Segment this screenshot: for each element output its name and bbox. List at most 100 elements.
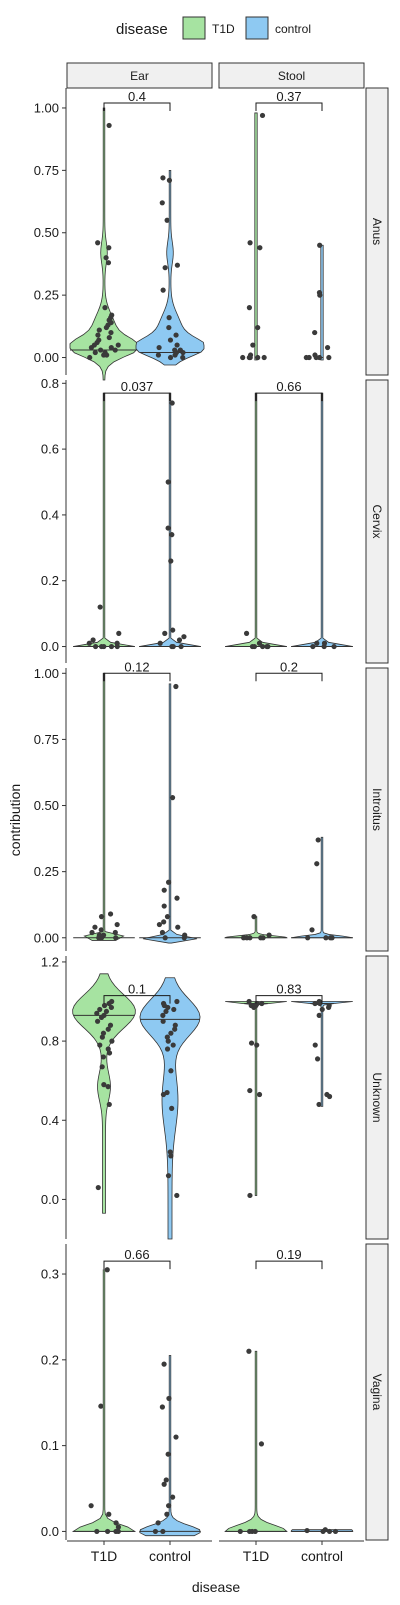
y-tick-label-anus-1: 0.25 xyxy=(34,288,59,303)
point-anus-ear-control-9 xyxy=(173,332,179,338)
row-strip-label-cervix: Cervix xyxy=(370,504,384,538)
point-anus-ear-control-18 xyxy=(155,352,162,358)
point-introitus-ear-t1d-9 xyxy=(113,935,119,941)
point-unknown-ear-control-6 xyxy=(160,1012,166,1018)
bracket-anus-stool xyxy=(255,102,323,111)
bracket-cervix-stool xyxy=(255,392,323,402)
point-introitus-stool-t1d-1 xyxy=(266,932,272,938)
point-vagina-ear-t1d-1 xyxy=(98,1403,104,1409)
column-strips: Ear Stool xyxy=(66,62,365,89)
legend-swatch-t1d xyxy=(182,16,206,40)
violin-introitus-ear-control xyxy=(142,683,198,944)
point-introitus-ear-t1d-5 xyxy=(112,929,118,936)
point-unknown-ear-t1d-11 xyxy=(105,1026,111,1032)
point-cervix-ear-t1d-9 xyxy=(98,643,105,650)
point-unknown-ear-control-0 xyxy=(174,998,180,1005)
point-vagina-ear-control-2 xyxy=(159,1404,165,1410)
point-anus-stool-t1d-0 xyxy=(259,112,266,119)
y-tick-label-cervix-0: 0.0 xyxy=(41,639,59,654)
violin-unknown-stool-t1d xyxy=(225,1001,287,1196)
point-introitus-ear-control-8 xyxy=(156,921,162,928)
point-cervix-ear-control-7 xyxy=(181,634,187,640)
point-anus-ear-t1d-20 xyxy=(108,344,114,351)
point-unknown-ear-t1d-1 xyxy=(106,1000,112,1007)
point-vagina-ear-control-10 xyxy=(155,1520,161,1526)
point-unknown-stool-t1d-9 xyxy=(256,1091,263,1098)
point-anus-ear-t1d-1 xyxy=(95,240,101,246)
point-cervix-ear-control-11 xyxy=(169,643,175,650)
violin-anus-stool-t1d xyxy=(254,112,258,361)
violin-introitus-stool-t1d xyxy=(223,916,289,939)
panel-cervix-stool: 0.66 xyxy=(225,379,353,650)
point-unknown-stool-t1d-8 xyxy=(247,1087,253,1094)
facet-row-anus: 0.00 0.25 0.50 0.75 1.00 Anus 0.4 0.37 xyxy=(34,87,389,381)
p-value-vagina-ear: 0.66 xyxy=(124,1247,149,1262)
point-anus-stool-control-7 xyxy=(326,354,332,361)
point-unknown-stool-control-6 xyxy=(316,1012,322,1018)
panel-vagina-ear: 0.66 xyxy=(71,1247,201,1537)
point-introitus-stool-t1d-5 xyxy=(258,935,264,941)
point-introitus-stool-control-2 xyxy=(309,927,315,933)
point-unknown-ear-t1d-2 xyxy=(101,1002,108,1009)
row-strip-unknown xyxy=(365,955,389,1240)
point-vagina-stool-control-3 xyxy=(326,1528,333,1535)
point-vagina-ear-control-11 xyxy=(160,1528,166,1535)
point-anus-ear-control-3 xyxy=(164,217,170,223)
violin-cervix-stool-t1d xyxy=(225,392,287,647)
point-unknown-stool-t1d-2 xyxy=(259,1000,265,1007)
p-value-unknown-stool: 0.83 xyxy=(276,982,301,997)
legend-label-t1d: T1D xyxy=(212,22,235,36)
point-unknown-stool-control-2 xyxy=(312,1000,318,1007)
facet-row-vagina: 0.0 0.1 0.2 0.3 Vagina 0.66 0.19 xyxy=(41,1243,389,1541)
point-introitus-stool-control-6 xyxy=(327,935,334,941)
point-anus-ear-control-6 xyxy=(160,287,166,293)
violin-unknown-stool-control xyxy=(291,1001,353,1107)
legend: disease T1D control xyxy=(116,16,311,40)
point-vagina-ear-control-6 xyxy=(161,1481,167,1487)
panel-introitus-stool: 0.2 xyxy=(223,659,353,941)
point-cervix-ear-t1d-4 xyxy=(86,640,92,646)
row-strip-label-introitus: Introitus xyxy=(370,788,384,831)
point-unknown-ear-t1d-10 xyxy=(107,1022,114,1028)
point-vagina-ear-control-12 xyxy=(152,1528,159,1535)
point-vagina-ear-control-0 xyxy=(161,1361,167,1367)
y-tick-label-vagina-1: 0.1 xyxy=(41,1438,59,1453)
point-vagina-stool-t1d-5 xyxy=(252,1528,258,1535)
point-cervix-stool-control-4 xyxy=(321,643,327,650)
bracket-unknown-ear xyxy=(103,995,171,1004)
point-introitus-ear-t1d-2 xyxy=(114,921,120,928)
point-vagina-stool-t1d-2 xyxy=(237,1528,243,1535)
point-cervix-stool-t1d-5 xyxy=(260,643,266,650)
y-tick-label-introitus-0: 0.00 xyxy=(34,930,59,945)
panel-anus-ear: 0.4 xyxy=(69,89,205,381)
point-anus-ear-t1d-5 xyxy=(102,305,108,311)
y-tick-label-unknown-0: 0.0 xyxy=(41,1192,59,1207)
point-cervix-stool-t1d-0 xyxy=(243,630,250,636)
y-tick-label-anus-0: 0.00 xyxy=(34,350,59,365)
violin-introitus-ear-t1d xyxy=(83,672,125,941)
point-unknown-ear-t1d-5 xyxy=(103,1008,110,1015)
point-vagina-stool-t1d-0 xyxy=(246,1348,252,1354)
point-unknown-ear-t1d-4 xyxy=(97,1006,103,1013)
point-anus-stool-t1d-9 xyxy=(255,354,261,361)
x-axis-title: disease xyxy=(192,1579,240,1595)
point-cervix-ear-control-3 xyxy=(169,532,175,538)
point-unknown-ear-control-11 xyxy=(164,1034,170,1040)
point-anus-stool-t1d-5 xyxy=(250,342,256,348)
y-tick-label-unknown-1: 0.4 xyxy=(41,1113,59,1128)
point-unknown-ear-t1d-8 xyxy=(98,1014,105,1020)
point-unknown-ear-control-17 xyxy=(160,1091,167,1098)
point-introitus-ear-control-12 xyxy=(162,935,168,941)
point-anus-ear-t1d-27 xyxy=(101,352,107,358)
point-unknown-ear-control-9 xyxy=(172,1026,178,1032)
point-vagina-ear-t1d-8 xyxy=(115,1528,121,1535)
point-anus-stool-t1d-8 xyxy=(261,354,267,361)
point-introitus-stool-control-4 xyxy=(323,935,329,941)
point-anus-ear-t1d-4 xyxy=(105,260,112,266)
point-anus-ear-t1d-2 xyxy=(106,245,112,251)
point-anus-ear-control-5 xyxy=(162,265,168,271)
point-anus-ear-control-11 xyxy=(174,342,180,348)
point-unknown-ear-t1d-16 xyxy=(105,1046,111,1052)
